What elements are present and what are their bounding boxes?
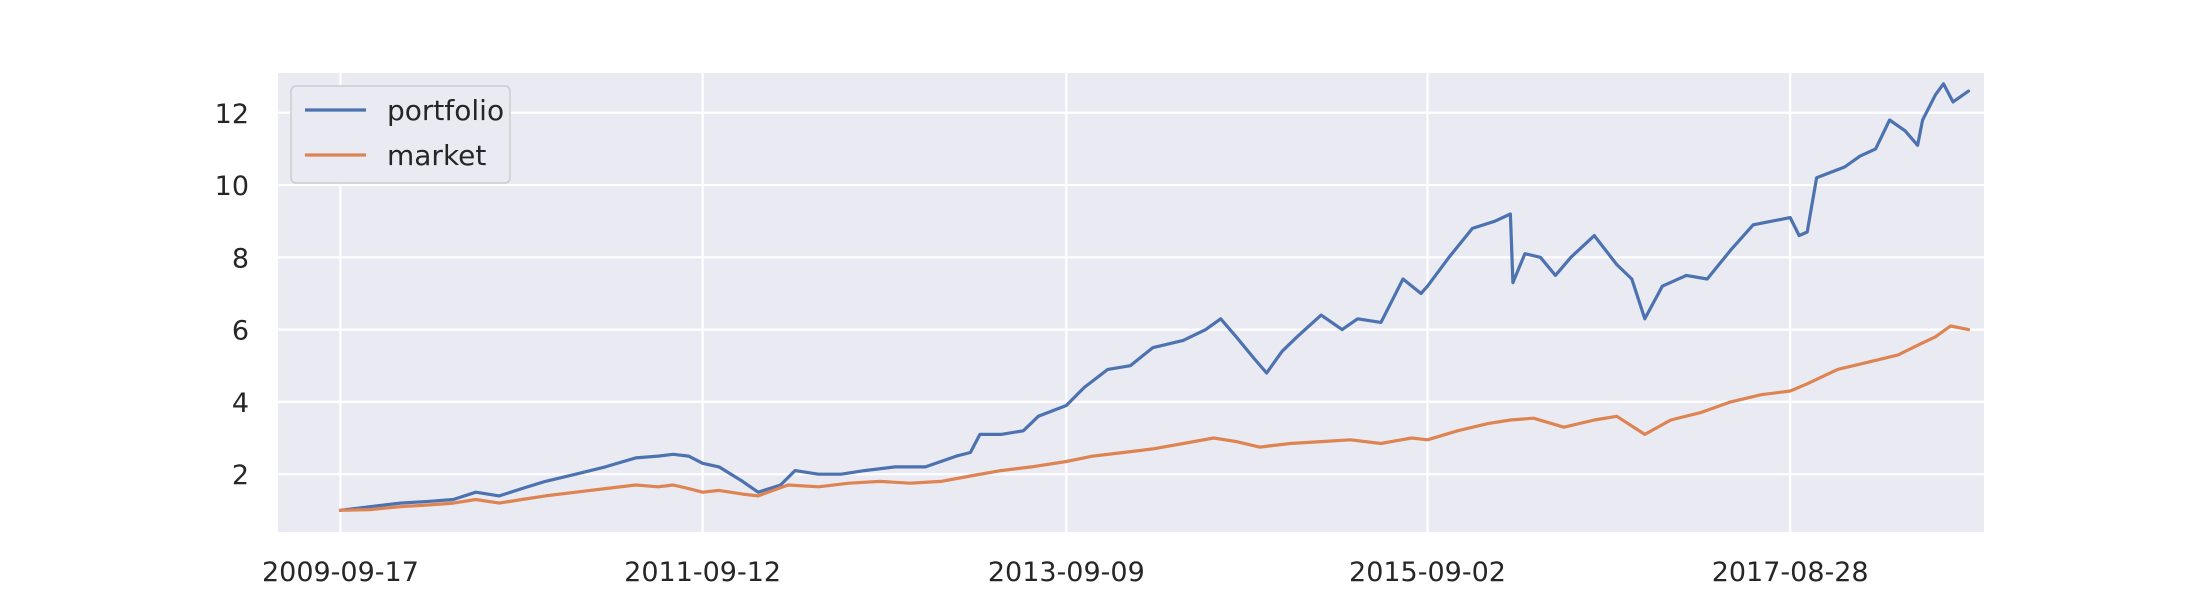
x-tick-label: 2009-09-17: [262, 557, 419, 588]
series-line-portfolio: [338, 82, 1971, 512]
legend: portfolio market: [290, 85, 511, 184]
x-tick-label: 2013-09-09: [988, 557, 1145, 588]
y-tick-label: 12: [215, 99, 249, 130]
y-tick-label: 10: [215, 171, 249, 202]
x-axis-ticks: 2009-09-17 2011-09-12 2013-09-09 2015-09-02…: [262, 557, 1869, 588]
plot-area: [278, 73, 1984, 532]
y-axis-ticks: 2 4 6 8 10 12: [215, 99, 249, 491]
y-tick-label: 6: [232, 316, 249, 347]
y-tick-label: 8: [232, 243, 249, 274]
grid: [278, 73, 1984, 532]
series-lines: [338, 82, 1971, 512]
legend-label: market: [387, 139, 486, 172]
y-tick-label: 2: [232, 460, 249, 491]
x-tick-label: 2011-09-12: [624, 557, 781, 588]
y-tick-label: 4: [232, 388, 249, 419]
x-tick-label: 2017-08-28: [1712, 557, 1869, 588]
series-line-market: [338, 324, 1971, 512]
legend-label: portfolio: [387, 94, 504, 127]
x-tick-label: 2015-09-02: [1349, 557, 1506, 588]
